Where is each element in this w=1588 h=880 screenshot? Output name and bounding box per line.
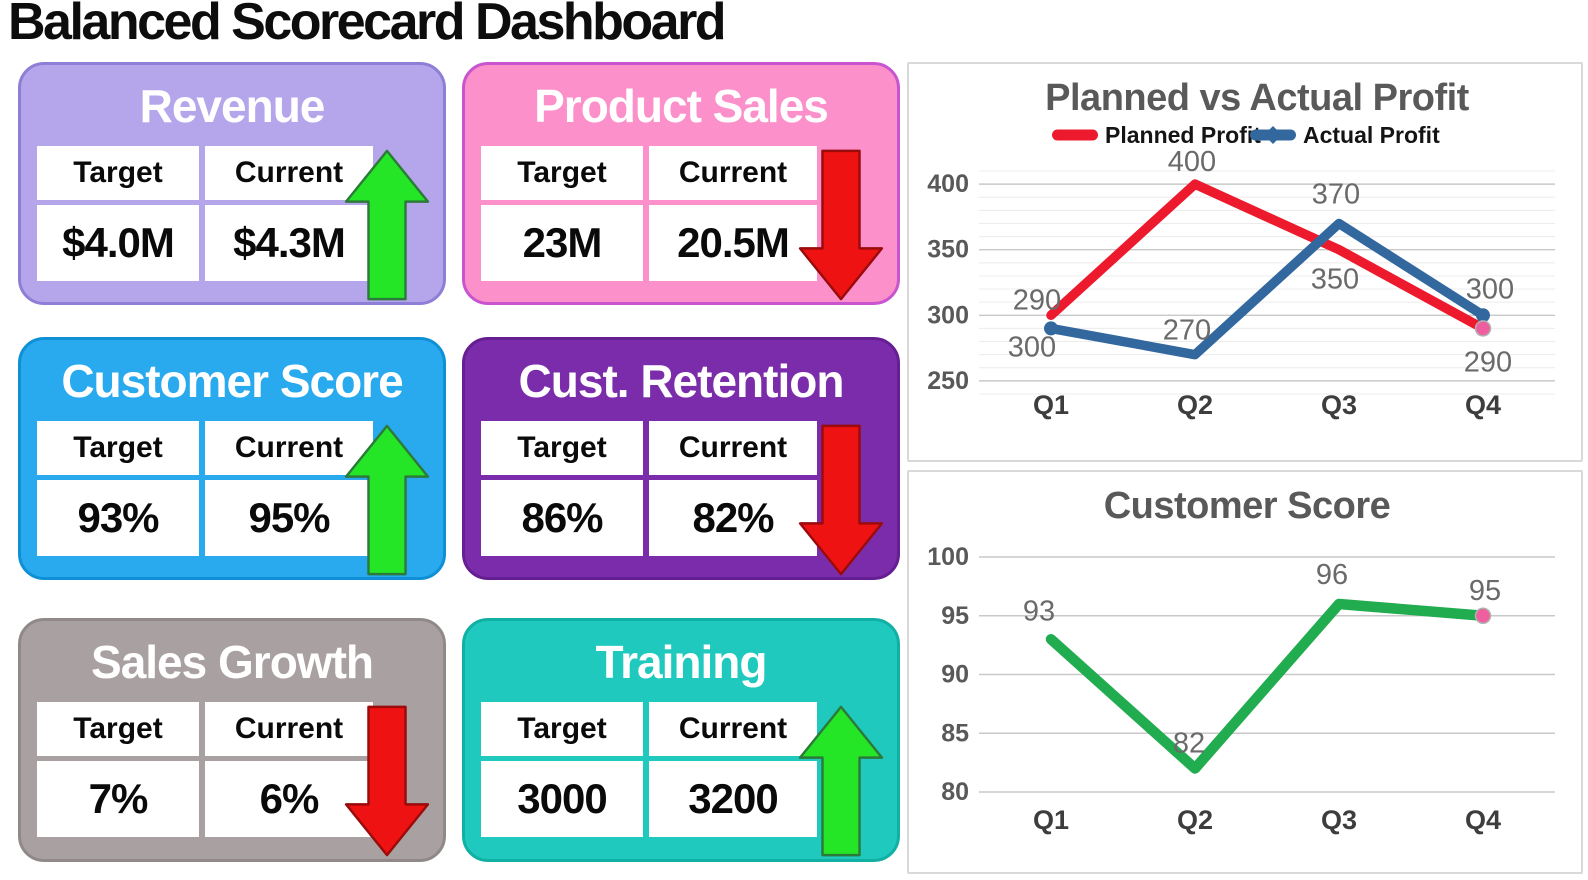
svg-text:96: 96 xyxy=(1316,559,1348,591)
svg-text:290: 290 xyxy=(1013,284,1061,316)
svg-text:Customer Score: Customer Score xyxy=(1104,485,1391,527)
svg-text:290: 290 xyxy=(1464,346,1512,378)
svg-text:Q2: Q2 xyxy=(1177,390,1213,420)
trend-up-arrow-icon xyxy=(798,705,884,857)
target-value: 23M xyxy=(481,205,643,281)
target-header: Target xyxy=(481,702,643,756)
card-title: Revenue xyxy=(139,80,326,132)
card-title: Sales Growth xyxy=(91,636,374,688)
svg-text:300: 300 xyxy=(1466,273,1514,305)
current-value: 20.5M xyxy=(649,205,817,281)
svg-text:Q3: Q3 xyxy=(1321,805,1357,835)
svg-text:Actual Profit: Actual Profit xyxy=(1303,122,1440,148)
customer-score-chart: 80 85 90 95 100 Q1 Q2 Q3 Q4 93 82 96 95 Customer Scor… xyxy=(927,485,1555,835)
card-title: Customer Score xyxy=(61,355,403,407)
svg-text:370: 370 xyxy=(1312,178,1360,210)
chart-panel-planned-vs-actual-profit: 250 300 350 400 Q1 Q2 Q3 Q4 300 400 350 290 290 270 37… xyxy=(907,62,1583,462)
svg-text:350: 350 xyxy=(927,236,969,264)
target-value: 7% xyxy=(37,761,199,837)
kpi-card-cust-retention: Cust. Retention Target Current 86% 82% xyxy=(462,337,900,580)
current-value: 6% xyxy=(205,761,373,837)
chart-panel-customer-score: 80 85 90 95 100 Q1 Q2 Q3 Q4 93 82 96 95 Customer Scor… xyxy=(907,470,1583,874)
svg-text:95: 95 xyxy=(941,602,969,630)
kpi-card-revenue: Revenue Target Current $4.0M $4.3M xyxy=(18,62,446,305)
current-header: Current xyxy=(649,421,817,475)
trend-down-arrow-icon xyxy=(344,705,430,857)
current-header: Current xyxy=(649,146,817,200)
page-title: Balanced Scorecard Dashboard xyxy=(8,0,727,51)
svg-text:95: 95 xyxy=(1469,575,1501,607)
trend-down-arrow-icon xyxy=(798,149,884,301)
svg-text:85: 85 xyxy=(941,719,969,747)
target-value: 93% xyxy=(37,480,199,556)
target-header: Target xyxy=(37,146,199,200)
target-value: 3000 xyxy=(481,761,643,837)
kpi-card-sales-growth: Sales Growth Target Current 7% 6% xyxy=(18,618,446,862)
trend-up-arrow-icon xyxy=(344,149,430,301)
svg-text:350: 350 xyxy=(1311,264,1359,296)
planned-vs-actual-profit-chart: 250 300 350 400 Q1 Q2 Q3 Q4 300 400 350 290 290 270 37… xyxy=(927,77,1555,420)
kpi-card-product-sales: Product Sales Target Current 23M 20.5M xyxy=(462,62,900,305)
svg-text:Planned vs Actual Profit: Planned vs Actual Profit xyxy=(1045,77,1470,119)
kpi-card-customer-score: Customer Score Target Current 93% 95% xyxy=(18,337,446,580)
svg-text:90: 90 xyxy=(941,661,969,689)
current-value: 82% xyxy=(649,480,817,556)
trend-up-arrow-icon xyxy=(344,424,430,576)
svg-text:Planned Profit: Planned Profit xyxy=(1105,122,1261,148)
svg-text:Q2: Q2 xyxy=(1177,805,1213,835)
svg-text:Q3: Q3 xyxy=(1321,390,1357,420)
svg-text:Q1: Q1 xyxy=(1033,390,1069,420)
card-title: Product Sales xyxy=(534,80,829,132)
current-value: 3200 xyxy=(649,761,817,837)
svg-text:82: 82 xyxy=(1173,728,1205,760)
svg-text:400: 400 xyxy=(1168,146,1216,178)
svg-text:Q4: Q4 xyxy=(1465,805,1501,835)
current-header: Current xyxy=(205,146,373,200)
target-value: 86% xyxy=(481,480,643,556)
target-value: $4.0M xyxy=(37,205,199,281)
card-title: Cust. Retention xyxy=(518,355,845,407)
trend-down-arrow-icon xyxy=(798,424,884,576)
svg-text:Q1: Q1 xyxy=(1033,805,1069,835)
svg-text:100: 100 xyxy=(927,543,969,571)
target-header: Target xyxy=(37,421,199,475)
svg-text:93: 93 xyxy=(1023,595,1055,627)
svg-text:80: 80 xyxy=(941,778,969,806)
target-header: Target xyxy=(481,421,643,475)
svg-text:300: 300 xyxy=(927,301,969,329)
svg-text:300: 300 xyxy=(1008,331,1056,363)
svg-text:Q4: Q4 xyxy=(1465,390,1501,420)
current-value: 95% xyxy=(205,480,373,556)
kpi-card-training: Training Target Current 3000 3200 xyxy=(462,618,900,862)
svg-text:400: 400 xyxy=(927,170,969,198)
current-header: Current xyxy=(649,702,817,756)
card-title: Training xyxy=(595,636,768,688)
current-value: $4.3M xyxy=(205,205,373,281)
target-header: Target xyxy=(37,702,199,756)
svg-text:250: 250 xyxy=(927,367,969,395)
svg-text:270: 270 xyxy=(1163,315,1211,347)
current-header: Current xyxy=(205,702,373,756)
target-header: Target xyxy=(481,146,643,200)
current-header: Current xyxy=(205,421,373,475)
